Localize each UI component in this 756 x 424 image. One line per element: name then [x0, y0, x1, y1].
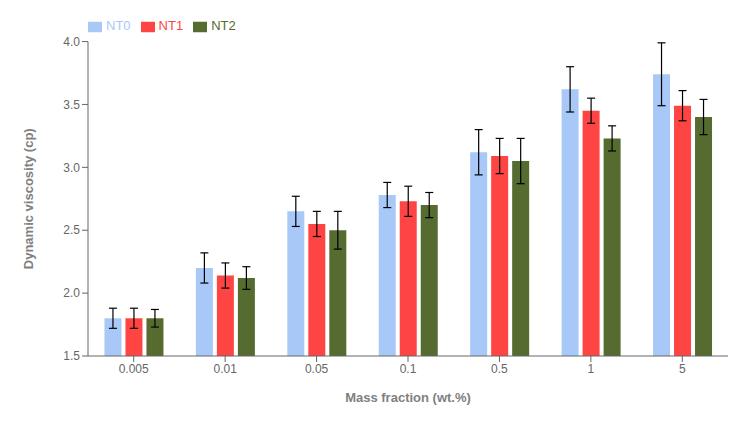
html-text:NT0: NT0	[106, 18, 131, 33]
html-text:NT1: NT1	[158, 18, 184, 33]
svg-text:4.0: 4.0	[63, 35, 80, 49]
svg-text:Dynamic viscosity (cp): Dynamic viscosity (cp)	[21, 128, 36, 269]
svg-text:1.5: 1.5	[63, 349, 80, 363]
svg-text:3.5: 3.5	[63, 98, 80, 112]
svg-text:2.0: 2.0	[63, 286, 80, 300]
svg-text:2.5: 2.5	[63, 223, 80, 237]
svg-text:5: 5	[679, 362, 686, 376]
svg-text:0.01: 0.01	[213, 362, 237, 376]
html-text:NT2: NT2	[211, 18, 236, 33]
svg-text:Mass fraction (wt.%): Mass fraction (wt.%)	[345, 390, 471, 405]
svg-text:0.1: 0.1	[400, 362, 417, 376]
svg-text:3.0: 3.0	[63, 161, 80, 175]
svg-text:0.005: 0.005	[119, 362, 149, 376]
svg-text:0.05: 0.05	[305, 362, 329, 376]
svg-text:0.5: 0.5	[491, 362, 508, 376]
svg-text:1: 1	[588, 362, 595, 376]
